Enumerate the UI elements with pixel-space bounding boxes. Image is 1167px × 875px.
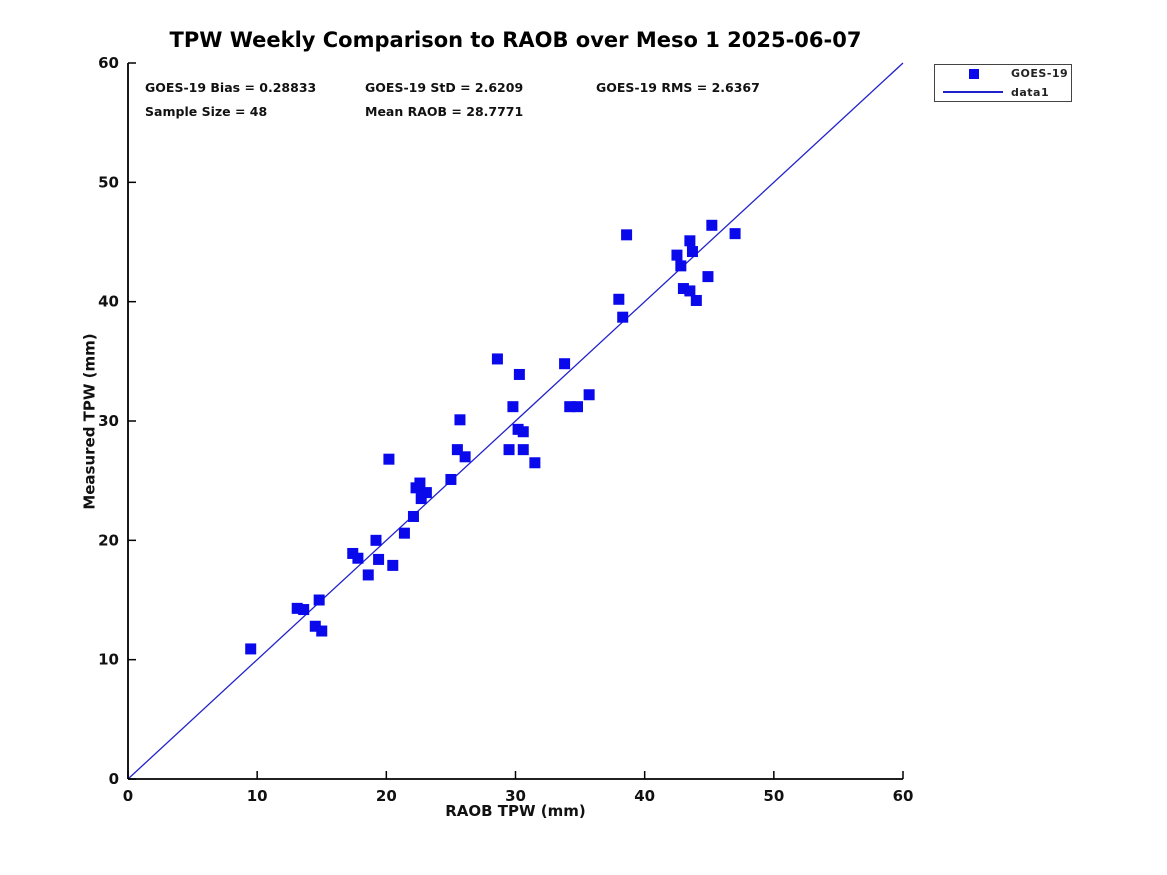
scatter-point [583, 389, 595, 401]
scatter-point [507, 401, 519, 413]
scatter-point [309, 620, 321, 632]
identity-line [127, 62, 904, 780]
scatter-point [671, 249, 683, 261]
x-tick-label: 60 [893, 787, 914, 805]
x-tick-label: 30 [505, 787, 526, 805]
scatter-point [291, 602, 303, 614]
stat-annotation: Sample Size = 48 [145, 104, 267, 119]
scatter-point [491, 353, 503, 365]
scatter-point [686, 246, 698, 258]
legend-label-goes19: GOES-19 [1011, 67, 1069, 80]
scatter-point [398, 527, 410, 539]
scatter-point [613, 293, 625, 305]
y-tick-label: 30 [98, 412, 119, 430]
scatter-point [702, 271, 714, 283]
scatter-point [387, 559, 399, 571]
scatter-point [313, 594, 325, 606]
scatter-point [517, 444, 529, 456]
y-tick-label: 60 [98, 54, 119, 72]
y-tick-label: 20 [98, 531, 119, 549]
scatter-point [675, 260, 687, 272]
scatter-point [383, 453, 395, 465]
y-tick-label: 10 [98, 651, 119, 669]
y-tick-label: 40 [98, 293, 119, 311]
stat-annotation: GOES-19 Bias = 0.28833 [145, 80, 316, 95]
scatter-point [415, 493, 427, 505]
scatter-point [621, 229, 633, 241]
scatter-point [503, 444, 515, 456]
scatter-point [362, 569, 374, 581]
scatter-point [445, 473, 457, 485]
legend-entry-data1: data1 [935, 84, 1071, 103]
scatter-point [617, 311, 629, 323]
scatter-point [459, 451, 471, 463]
scatter-point [454, 414, 466, 426]
scatter-point [677, 283, 689, 295]
legend-line-marker-icon [943, 91, 1003, 93]
scatter-point [559, 358, 571, 370]
y-tick-label: 50 [98, 173, 119, 191]
scatter-point [517, 426, 529, 438]
x-axis-label: RAOB TPW (mm) [445, 802, 586, 820]
scatter-point [245, 643, 257, 655]
x-tick-label: 40 [634, 787, 655, 805]
y-axis-label: Measured TPW (mm) [80, 333, 99, 510]
stat-annotation: Mean RAOB = 28.7771 [365, 104, 523, 119]
scatter-point [407, 510, 419, 522]
scatter-point [410, 482, 422, 494]
scatter-point [451, 444, 463, 456]
legend-entry-goes19: GOES-19 [935, 65, 1071, 84]
scatter-point [529, 457, 541, 469]
x-tick-label: 0 [123, 787, 133, 805]
legend-square-marker-icon [969, 69, 979, 79]
scatter-point [706, 219, 718, 231]
stat-annotation: GOES-19 RMS = 2.6367 [596, 80, 760, 95]
chart-title: TPW Weekly Comparison to RAOB over Meso … [169, 28, 862, 52]
x-tick-label: 10 [247, 787, 268, 805]
scatter-point [298, 604, 310, 616]
scatter-point [729, 228, 741, 240]
legend-box: GOES-19 data1 [934, 64, 1072, 102]
scatter-point [684, 285, 696, 297]
scatter-point [316, 625, 328, 637]
stat-annotation: GOES-19 StD = 2.6209 [365, 80, 523, 95]
x-tick-label: 20 [376, 787, 397, 805]
scatter-point [370, 534, 382, 546]
scatter-point [373, 553, 385, 565]
scatter-point [564, 401, 576, 413]
scatter-point [690, 294, 702, 306]
scatter-point [352, 552, 364, 564]
scatter-point [684, 235, 696, 247]
legend-label-data1: data1 [1011, 86, 1050, 99]
scatter-point [513, 368, 525, 380]
y-tick-label: 0 [109, 770, 119, 788]
scatter-point [420, 487, 432, 499]
x-tick-label: 50 [763, 787, 784, 805]
scatter-point [572, 401, 583, 413]
